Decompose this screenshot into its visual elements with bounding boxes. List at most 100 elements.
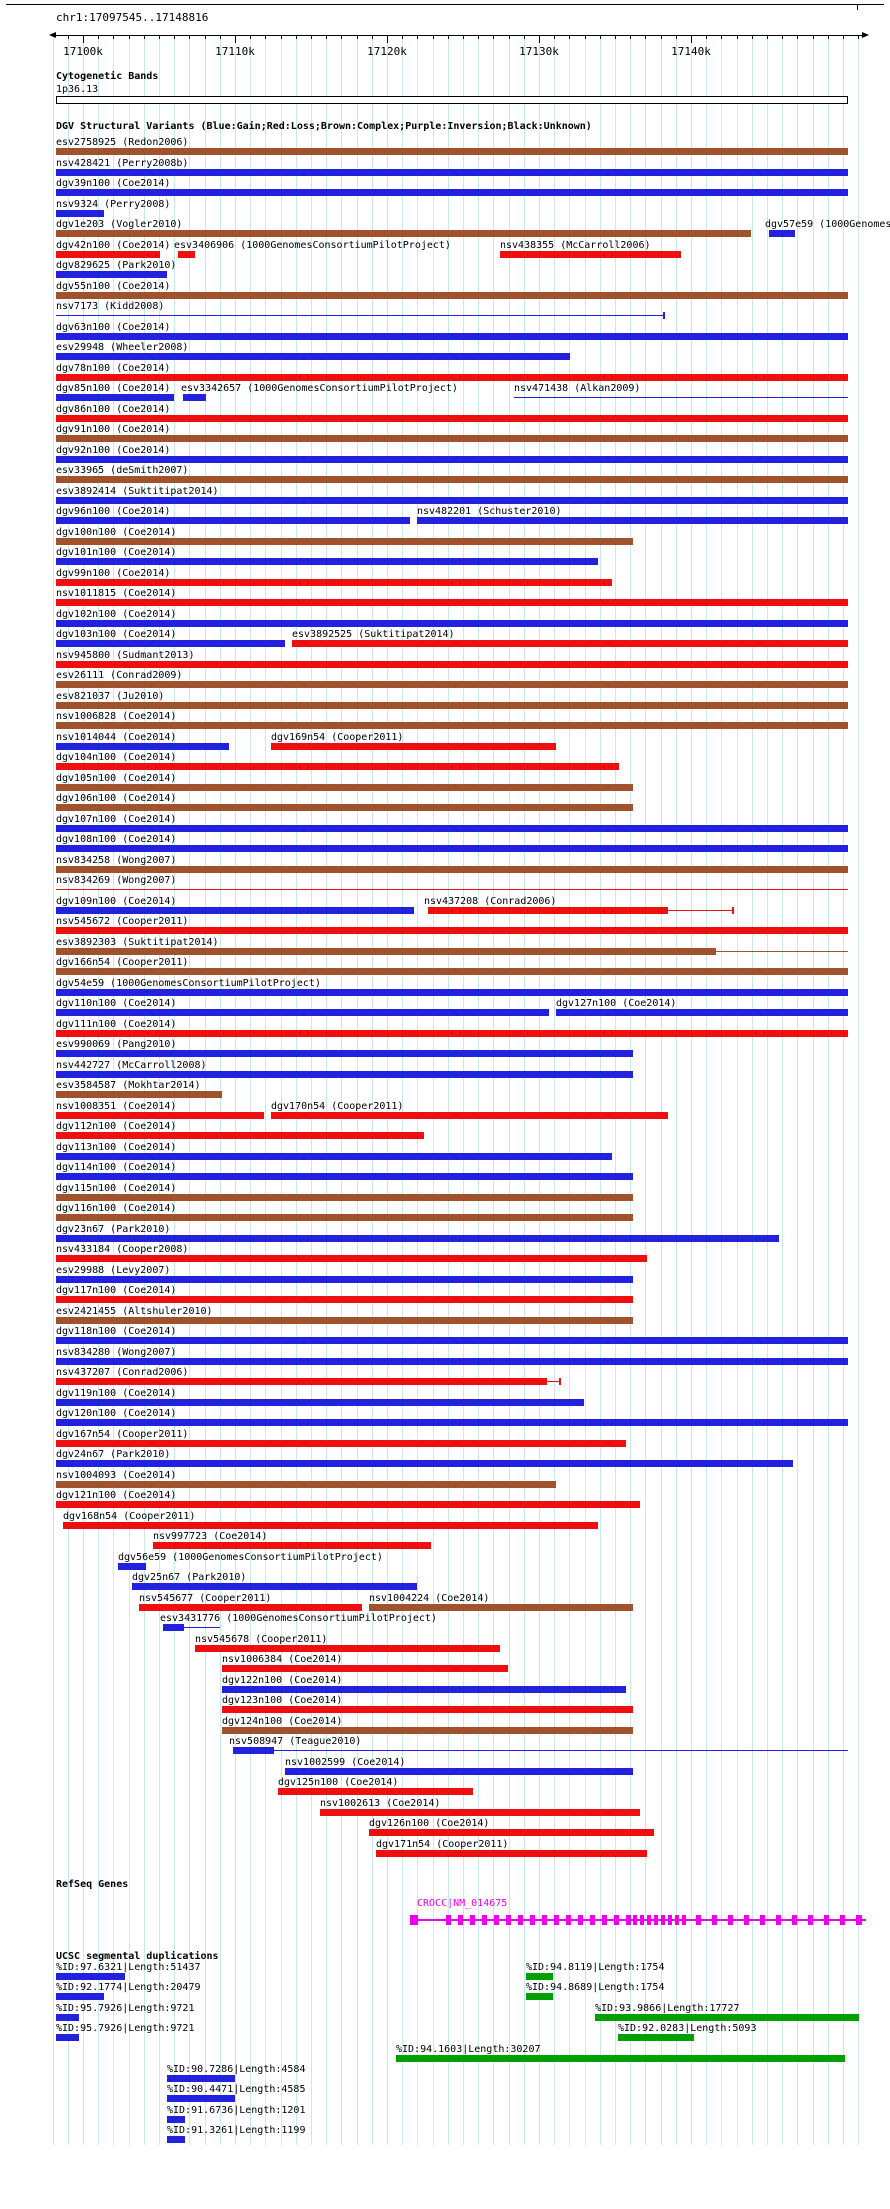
variant-bar[interactable] (132, 1583, 417, 1590)
variant-bar[interactable] (56, 271, 167, 278)
variant-bar[interactable] (56, 1255, 647, 1262)
variant-label[interactable]: dgv1e203 (Vogler2010) (56, 219, 183, 230)
variant-bar[interactable] (56, 1399, 584, 1406)
segdup-bar[interactable] (56, 2034, 79, 2041)
segdup-label[interactable]: %ID:95.7926|Length:9721 (56, 2003, 195, 2014)
gene-exon[interactable] (566, 1915, 571, 1925)
variant-label[interactable]: esv33965 (deSmith2007) (56, 465, 189, 476)
variant-label[interactable]: nsv834269 (Wong2007) (56, 875, 177, 886)
variant-bar[interactable] (56, 435, 848, 442)
gene-exon[interactable] (506, 1915, 511, 1925)
gene-exon[interactable] (728, 1915, 733, 1925)
variant-label[interactable]: nsv1002613 (Coe2014) (320, 1798, 441, 1809)
variant-label[interactable]: dgv56e59 (1000GenomesConsortiumPilotProj… (118, 1552, 383, 1563)
gene-exon[interactable] (760, 1915, 765, 1925)
variant-label[interactable]: esv29948 (Wheeler2008) (56, 342, 189, 353)
variant-bar[interactable] (769, 230, 795, 237)
variant-bar[interactable] (56, 251, 160, 258)
variant-label[interactable]: dgv86n100 (Coe2014) (56, 404, 171, 415)
variant-label[interactable]: esv2758925 (Redon2006) (56, 137, 189, 148)
variant-bar[interactable] (56, 169, 848, 176)
variant-bar[interactable] (369, 1604, 633, 1611)
variant-bar[interactable] (56, 1378, 547, 1385)
variant-label[interactable]: dgv119n100 (Coe2014) (56, 1388, 177, 1399)
variant-label[interactable]: nsv1008351 (Coe2014) (56, 1101, 177, 1112)
variant-bar[interactable] (56, 1091, 222, 1098)
variant-bar[interactable] (56, 1317, 633, 1324)
gene-exon[interactable] (824, 1915, 829, 1925)
variant-bar[interactable] (56, 558, 598, 565)
variant-label[interactable]: esv3431776 (1000GenomesConsortiumPilotPr… (160, 1613, 437, 1624)
variant-label[interactable]: nsv1014044 (Coe2014) (56, 732, 177, 743)
variant-label[interactable]: dgv116n100 (Coe2014) (56, 1203, 177, 1214)
variant-bar[interactable] (56, 374, 848, 381)
variant-label[interactable]: nsv442727 (McCarroll2008) (56, 1060, 207, 1071)
variant-bar[interactable] (153, 1542, 431, 1549)
variant-label[interactable]: dgv55n100 (Coe2014) (56, 281, 171, 292)
variant-bar[interactable] (56, 702, 848, 709)
cytoband-glyph[interactable] (56, 96, 848, 104)
gene-intron-line[interactable] (410, 1919, 866, 1921)
gene-exon[interactable] (482, 1915, 487, 1925)
variant-label[interactable]: dgv63n100 (Coe2014) (56, 322, 171, 333)
variant-bar[interactable] (222, 1727, 633, 1734)
variant-bar[interactable] (56, 948, 716, 955)
segdup-bar[interactable] (526, 1993, 553, 2000)
variant-bar[interactable] (56, 1173, 633, 1180)
segdup-label[interactable]: %ID:90.4471|Length:4585 (167, 2084, 306, 2095)
variant-line[interactable] (274, 1750, 848, 1751)
variant-label[interactable]: dgv115n100 (Coe2014) (56, 1183, 177, 1194)
variant-bar[interactable] (56, 968, 848, 975)
variant-label[interactable]: dgv109n100 (Coe2014) (56, 896, 177, 907)
variant-label[interactable]: esv3406906 (1000GenomesConsortiumPilotPr… (174, 240, 451, 251)
variant-bar[interactable] (320, 1809, 640, 1816)
variant-label[interactable]: dgv126n100 (Coe2014) (369, 1818, 490, 1829)
variant-bar[interactable] (56, 148, 848, 155)
variant-bar[interactable] (183, 394, 206, 401)
segdup-label[interactable]: %ID:92.1774|Length:20479 (56, 1982, 201, 1993)
segdup-label[interactable]: %ID:97.6321|Length:51437 (56, 1962, 201, 1973)
variant-label[interactable]: nsv1006828 (Coe2014) (56, 711, 177, 722)
variant-bar[interactable] (56, 1296, 633, 1303)
variant-label[interactable]: dgv113n100 (Coe2014) (56, 1142, 177, 1153)
variant-bar[interactable] (376, 1850, 647, 1857)
variant-label[interactable]: dgv106n100 (Coe2014) (56, 793, 177, 804)
variant-bar[interactable] (56, 1050, 633, 1057)
gene-exon[interactable] (518, 1915, 523, 1925)
variant-bar[interactable] (56, 907, 414, 914)
variant-label[interactable]: dgv168n54 (Cooper2011) (63, 1511, 196, 1522)
variant-bar[interactable] (56, 1419, 848, 1426)
variant-bar[interactable] (163, 1624, 184, 1631)
variant-bar[interactable] (56, 1153, 612, 1160)
variant-label[interactable]: dgv92n100 (Coe2014) (56, 445, 171, 456)
variant-label[interactable]: dgv78n100 (Coe2014) (56, 363, 171, 374)
variant-label[interactable]: dgv103n100 (Coe2014) (56, 629, 177, 640)
variant-bar[interactable] (56, 333, 848, 340)
variant-label[interactable]: dgv110n100 (Coe2014) (56, 998, 177, 1009)
segdup-label[interactable]: %ID:94.8119|Length:1754 (526, 1962, 665, 1973)
gene-exon[interactable] (792, 1915, 797, 1925)
segdup-label[interactable]: %ID:95.7926|Length:9721 (56, 2023, 195, 2034)
variant-line[interactable] (547, 1381, 561, 1382)
gene-exon[interactable] (530, 1915, 535, 1925)
variant-bar[interactable] (278, 1788, 473, 1795)
gene-exon[interactable] (640, 1915, 644, 1925)
segdup-bar[interactable] (396, 2055, 845, 2062)
variant-label[interactable]: dgv100n100 (Coe2014) (56, 527, 177, 538)
variant-bar[interactable] (56, 620, 848, 627)
variant-label[interactable]: dgv39n100 (Coe2014) (56, 178, 171, 189)
variant-bar[interactable] (56, 989, 848, 996)
variant-label[interactable]: nsv433184 (Cooper2008) (56, 1244, 189, 1255)
gene-exon[interactable] (675, 1915, 679, 1925)
variant-label[interactable]: dgv166n54 (Cooper2011) (56, 957, 189, 968)
variant-bar[interactable] (63, 1522, 598, 1529)
variant-label[interactable]: nsv545678 (Cooper2011) (195, 1634, 328, 1645)
variant-bar[interactable] (222, 1706, 633, 1713)
variant-label[interactable]: nsv1011815 (Coe2014) (56, 588, 177, 599)
variant-label[interactable]: dgv171n54 (Cooper2011) (376, 1839, 509, 1850)
segdup-bar[interactable] (595, 2014, 859, 2021)
variant-label[interactable]: dgv23n67 (Park2010) (56, 1224, 171, 1235)
variant-bar[interactable] (56, 1501, 640, 1508)
variant-bar[interactable] (56, 1460, 793, 1467)
variant-bar[interactable] (56, 1030, 848, 1037)
